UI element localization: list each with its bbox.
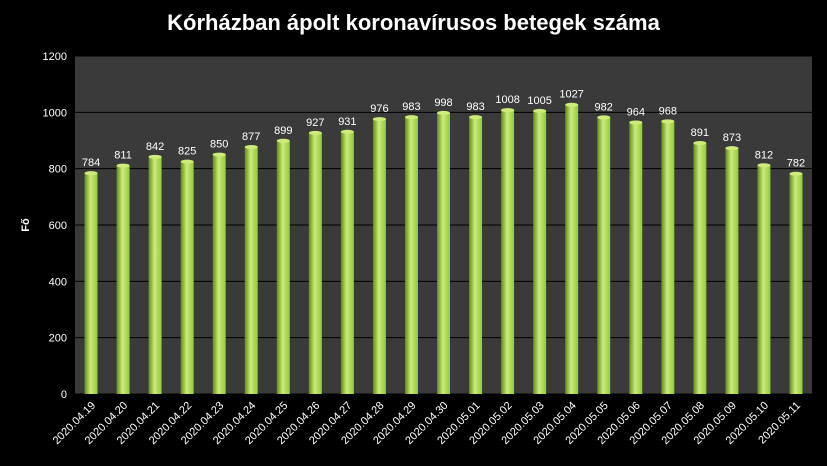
data-label: 998 <box>434 97 452 109</box>
data-label: 850 <box>210 139 228 151</box>
bar-cap <box>725 146 739 151</box>
bar-cap <box>404 115 418 120</box>
bar <box>308 132 322 394</box>
data-label: 927 <box>306 117 324 129</box>
data-label: 811 <box>114 150 132 162</box>
bar-cap <box>533 108 547 113</box>
y-tick-label: 1200 <box>43 51 67 63</box>
bar <box>629 122 643 395</box>
bar <box>148 156 162 394</box>
data-label: 873 <box>723 132 741 144</box>
bar-cap <box>244 144 258 149</box>
bar <box>212 154 226 394</box>
bar-cap <box>757 163 771 168</box>
bar <box>372 119 386 395</box>
x-axis-ticks: 2020.04.192020.04.202020.04.212020.04.22… <box>51 400 803 447</box>
bar-cap <box>789 171 803 176</box>
data-label: 825 <box>178 146 196 158</box>
data-label: 982 <box>595 101 613 113</box>
bar-cap <box>565 102 579 107</box>
bar-series: 784 811 842 825 850 877 899 927 931 976 983 998 983 1… <box>82 89 805 395</box>
bar <box>340 131 354 395</box>
bar-cap <box>116 163 130 168</box>
y-tick-label: 200 <box>49 333 67 345</box>
bar-cap <box>437 110 450 115</box>
bar-cap <box>597 115 611 120</box>
bar-cap <box>469 115 483 120</box>
bar <box>597 117 611 395</box>
bar <box>84 173 98 394</box>
bar-cap <box>180 159 194 164</box>
bar <box>693 143 707 394</box>
chart-title: Kórházban ápolt koronavírusos betegek sz… <box>167 10 660 35</box>
y-tick-label: 600 <box>49 220 67 232</box>
bar-cap <box>629 120 643 125</box>
data-label: 976 <box>370 103 388 115</box>
data-label: 968 <box>659 105 677 117</box>
bar <box>565 104 579 394</box>
bar <box>116 165 130 394</box>
data-label: 812 <box>755 149 773 161</box>
bar-cap <box>372 117 386 122</box>
bar <box>180 161 194 394</box>
y-tick-label: 800 <box>49 164 67 176</box>
data-label: 891 <box>691 127 709 139</box>
bar <box>725 148 739 394</box>
data-label: 1005 <box>527 95 551 107</box>
bar <box>757 165 771 394</box>
data-label: 899 <box>274 125 292 137</box>
bar <box>437 112 450 394</box>
bar-cap <box>661 119 675 124</box>
y-axis-title: Fő <box>20 218 32 232</box>
data-label: 842 <box>146 141 164 153</box>
data-label: 1027 <box>559 89 583 101</box>
bar-cap <box>501 108 515 113</box>
y-axis-ticks: 0 200 400 600 800 1000 1200 <box>43 51 67 401</box>
bar <box>276 140 290 394</box>
bar <box>404 117 418 394</box>
data-label: 877 <box>242 131 260 143</box>
bar <box>661 121 675 394</box>
data-label: 983 <box>402 101 420 113</box>
bar-cap <box>340 129 354 134</box>
bar <box>501 110 515 394</box>
y-tick-label: 1000 <box>43 107 67 119</box>
bar <box>533 110 547 395</box>
y-tick-label: 0 <box>61 389 67 401</box>
data-label: 1008 <box>495 94 519 106</box>
data-label: 784 <box>82 157 100 169</box>
bar-cap <box>148 154 162 159</box>
y-tick-label: 400 <box>49 276 67 288</box>
data-label: 964 <box>627 106 645 118</box>
data-label: 782 <box>787 158 805 170</box>
bar-cap <box>212 152 226 157</box>
bar <box>789 173 803 394</box>
data-label: 983 <box>466 101 484 113</box>
data-label: 931 <box>338 116 356 128</box>
bar <box>469 117 483 394</box>
bar-cap <box>308 130 322 135</box>
bar <box>244 146 258 394</box>
bar-cap <box>693 141 707 146</box>
bar-cap <box>276 138 290 143</box>
bar-cap <box>84 171 98 176</box>
